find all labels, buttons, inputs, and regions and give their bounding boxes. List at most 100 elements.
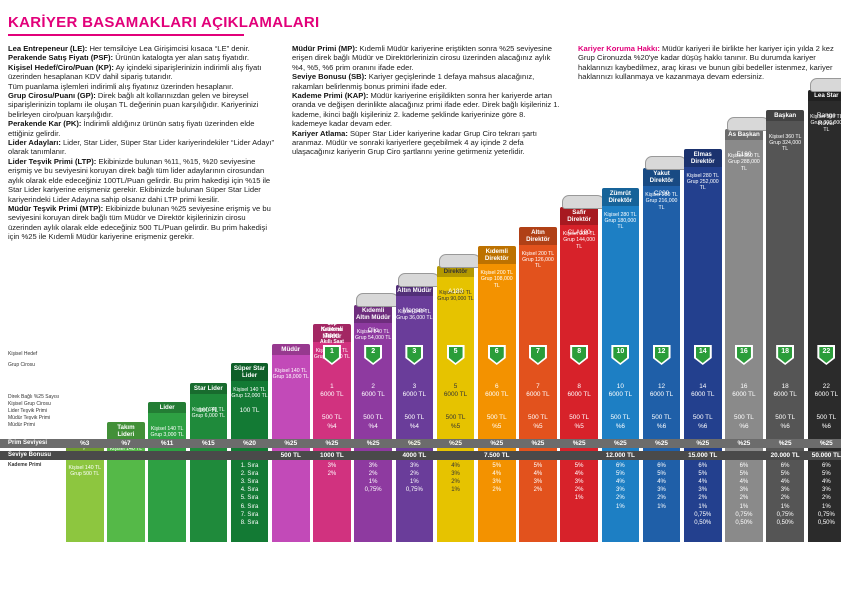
career-badge-inner: 8 — [572, 347, 587, 363]
kademe-value: 2% — [616, 495, 625, 502]
career-badge-inner: 5 — [448, 347, 463, 363]
prim-level-value: %25 — [284, 440, 298, 447]
car-model: A180 — [448, 287, 464, 295]
career-name: Altın Direktör — [519, 226, 557, 245]
kademe-value: 4% — [616, 479, 625, 486]
prim-level-value: %3 — [80, 440, 90, 447]
career-goal: Kişisel 360 TL Grup 288,000 TL — [727, 153, 761, 172]
kademe-rank: 4. Sıra — [240, 487, 259, 494]
badge-number: 2 — [371, 348, 376, 355]
page-title: KARİYER BASAMAKLARI AÇIKLAMALARI — [8, 14, 320, 31]
direct-25-count: 1 6000 TL — [320, 383, 344, 398]
career-goal: Kişisel 140 TL Grup 18,000 TL — [272, 367, 309, 380]
car-model: Range Rover — [816, 112, 836, 127]
prim-level-value: %25 — [613, 440, 627, 447]
kademe-value: 3% — [739, 487, 749, 494]
direct-25-count: 18 6000 TL — [773, 383, 797, 398]
prim-band — [0, 439, 841, 448]
badge-number: 8 — [577, 348, 582, 355]
manager-prim: %4 — [327, 423, 337, 430]
career-badge-icon: 14 — [693, 345, 712, 365]
kademe-value: 6% — [739, 463, 749, 469]
kademe-value: 5% — [780, 471, 790, 478]
career-name: Süper Star Lider — [230, 363, 269, 381]
career-badge-icon: 6 — [487, 345, 506, 365]
career-name: As Başkan — [725, 129, 763, 140]
kademe-value: 6% — [780, 463, 790, 469]
badge-number: 16 — [740, 348, 748, 355]
definition-desc: Direk bağlı alt kollarınızdan gelen ve b… — [8, 91, 259, 119]
manager-bonus: 500 TL — [775, 414, 796, 421]
kademe-value: 2% — [574, 487, 584, 494]
manager-prim: %4 — [409, 423, 419, 430]
kademe-value: 3% — [410, 463, 419, 469]
manager-prim: %6 — [821, 423, 831, 430]
kademe-value: 1% — [451, 487, 460, 494]
prim-level-value: %25 — [737, 440, 751, 447]
car-icon — [356, 292, 400, 307]
definitions-left: Lea Entrepeneur (LE): Her temsilciye Lea… — [8, 44, 280, 242]
kademe-value: 2% — [368, 471, 378, 478]
car-model: E180 — [736, 151, 752, 158]
kademe-value: 4% — [739, 479, 749, 486]
direct-25-count: 14 6000 TL — [691, 383, 715, 398]
career-column-14: Zümrüt Direktör Kişisel 280 TL Grup 180,0… — [601, 187, 640, 542]
car-model: Megane — [402, 307, 426, 314]
career-name: Takım Lideri — [107, 421, 145, 440]
definition-term: Grup Cirosu/Puanı (GP): — [8, 91, 96, 101]
definition-term: Kişisel Hedef/Ciro/Puan (KP): — [8, 62, 114, 72]
career-badge-icon: 12 — [652, 345, 671, 365]
badge-number: 18 — [781, 348, 790, 355]
kademe-value: 3% — [533, 479, 543, 486]
kademe-value: 3% — [780, 487, 790, 494]
career-column-11: Kıdemli Direktör Kişisel 200 TL Grup 108,… — [478, 246, 516, 542]
kademe-value: 2% — [780, 495, 790, 502]
manager-bonus: 500 TL — [322, 414, 342, 421]
prim-level-value: %25 — [325, 440, 339, 447]
career-goal: Kişisel 140 TL Grup 54,000 TL — [355, 328, 392, 341]
career-column-12: Altın Direktör Kişisel 200 TL Grup 126,00… — [519, 226, 557, 542]
career-name: Elmas Direktör — [684, 148, 722, 167]
definition-desc: Ürünün katalogta yer alan satış fiyatıdı… — [113, 53, 250, 63]
kademe-value: 6% — [616, 463, 625, 469]
level-bonus-value: 20.000 TL — [770, 452, 800, 459]
direct-25-count: 5 6000 TL — [443, 383, 468, 398]
career-goal: Kişisel 200 TL Grup 90,000 TL — [437, 289, 474, 302]
prim-level-value: %25 — [819, 440, 833, 447]
definition-desc: Ekibinizde bulunan %25 seviyesine erişmi… — [8, 203, 271, 242]
career-badge-inner: 22 — [819, 347, 834, 363]
career-badge-inner: 1 — [324, 347, 339, 363]
definition-term: Perakende Kar (PK): — [8, 119, 82, 129]
kademe-value: 1% — [410, 479, 419, 486]
direct-25-count: 12 6000 TL — [649, 383, 674, 398]
prim-level-value: %7 — [121, 440, 131, 447]
definition-desc: Müdür kariyerine erişildikten sonra her … — [292, 91, 560, 129]
career-goal: Kişisel 140 TL Grup 500 TL — [68, 465, 102, 478]
definition-desc: İndirimli aldığınız ürünün satış fiyatı … — [8, 119, 255, 138]
level-bonus-value: 50.000 TL — [811, 452, 841, 459]
kademe-value: 0,50% — [817, 519, 835, 526]
row-label-hedef: Kişisel Hedef — [8, 351, 38, 357]
definition-desc: Kariyer geçişlerinde 1 defaya mahsus ala… — [292, 72, 535, 91]
kademe-value: 2% — [657, 495, 666, 502]
manager-prim: %5 — [450, 423, 461, 430]
career-column-18: Başkan Kişisel 360 TL Grup 324,000 TL 18 18… — [766, 109, 804, 542]
kademe-value: 5% — [822, 471, 831, 478]
career-name: Lea Star — [807, 90, 841, 101]
kademe-value: 3% — [327, 463, 337, 469]
career-column-8: Kıdemli Altın Müdür Kişisel 140 TL Grup 5… — [354, 304, 392, 542]
prim-level-value: %25 — [655, 440, 668, 447]
badge-number: 1 — [329, 348, 334, 355]
badge-number: 7 — [535, 348, 540, 355]
definition-term: Müdür Primi (MP): — [292, 44, 358, 53]
definition-desc: Süper Star Lider kariyerine kadar Grup C… — [292, 128, 537, 157]
kademe-rank: 7. Sıra — [240, 511, 259, 518]
kademe-value: 1% — [616, 503, 625, 510]
career-goal: Kişisel 140 TL Grup 36,000 TL — [396, 309, 433, 322]
kademe-value: 4% — [780, 479, 790, 486]
career-name: Zümrüt Direktör — [601, 187, 640, 206]
definitions-right: Kariyer Koruma Hakkı: Müdür kariyeri ile… — [578, 44, 836, 82]
career-name: Kıdemli Müdür — [313, 324, 351, 342]
manager-bonus: 500 TL — [363, 414, 384, 421]
definition-desc: Her temsilciye Lea Girişimcisi kısaca “L… — [87, 44, 250, 53]
